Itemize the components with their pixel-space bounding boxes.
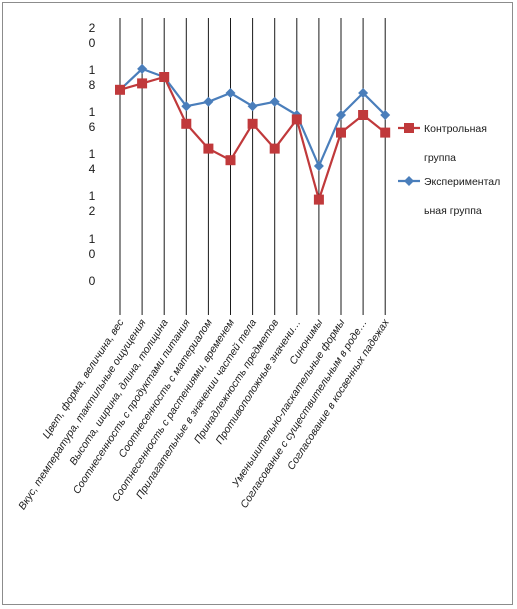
y-tick-label: 6 (89, 120, 96, 134)
data-point (181, 118, 192, 129)
chart-frame (2, 2, 513, 605)
legend-label: группа (424, 152, 456, 164)
data-point (247, 101, 258, 112)
data-point (137, 63, 148, 74)
y-tick-label: 1 (89, 189, 96, 203)
data-point (380, 110, 391, 120)
legend: Контрольная группа Экспериментал ьная групп… (398, 123, 500, 217)
grid-lines (119, 18, 386, 315)
data-point (247, 118, 258, 129)
y-tick-label: 0 (89, 274, 96, 288)
data-point (137, 78, 148, 89)
y-tick-label: 4 (89, 162, 96, 176)
data-point (313, 194, 324, 205)
legend-label: ьная группа (424, 205, 482, 217)
y-tick-label: 1 (89, 147, 96, 161)
data-point (225, 88, 236, 98)
data-point (269, 143, 280, 154)
data-point (291, 114, 302, 125)
data-point (358, 110, 369, 120)
legend-label: Контрольная (424, 123, 487, 135)
data-point (203, 96, 214, 107)
legend-marker (404, 123, 414, 133)
legend-marker (404, 176, 414, 186)
data-point (115, 84, 125, 95)
y-tick-label: 8 (89, 78, 96, 92)
y-tick-label: 0 (89, 247, 96, 261)
data-point (336, 127, 346, 138)
data-point (203, 143, 214, 154)
legend-label: Экспериментал (424, 176, 500, 188)
data-point (159, 72, 170, 82)
data-point (336, 110, 346, 120)
data-point (313, 161, 324, 171)
y-tick-label: 1 (89, 105, 96, 119)
y-tick-label: 1 (89, 232, 96, 246)
y-tick-label: 2 (89, 204, 96, 218)
data-point (358, 88, 369, 98)
data-point (269, 96, 280, 107)
y-tick-label: 2 (89, 21, 96, 35)
data-point (225, 155, 236, 166)
data-point (181, 101, 192, 112)
data-point (380, 127, 391, 138)
series-group (115, 63, 391, 205)
y-tick-label: 0 (89, 36, 96, 50)
y-tick-label: 1 (89, 63, 96, 77)
